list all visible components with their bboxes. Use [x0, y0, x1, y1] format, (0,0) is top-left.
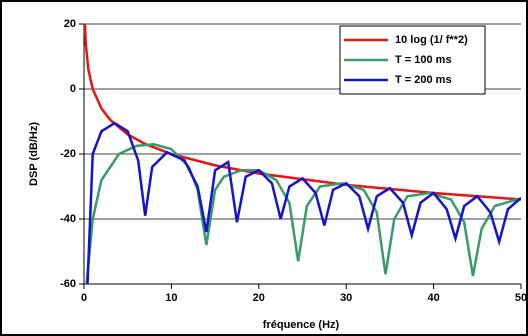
series-line — [84, 24, 521, 201]
series-line — [86, 121, 521, 284]
x-tick-label: 10 — [165, 292, 177, 304]
legend-label: T = 100 ms — [395, 54, 452, 66]
y-tick-label: -20 — [60, 148, 76, 160]
y-tick-label: -60 — [60, 278, 76, 290]
y-tick-label: -40 — [60, 213, 76, 225]
x-tick-label: 0 — [81, 292, 87, 304]
series-line — [85, 142, 521, 284]
y-axis-label: DSP (dB/Hz) — [28, 122, 40, 186]
x-axis-label: fréquence (Hz) — [263, 319, 340, 331]
x-tick-label: 20 — [253, 292, 265, 304]
x-tick-label: 30 — [340, 292, 352, 304]
legend-label: T = 200 ms — [395, 74, 452, 86]
y-tick-label: 0 — [70, 83, 76, 95]
x-tick-label: 50 — [515, 292, 527, 304]
x-tick-label: 40 — [427, 292, 439, 304]
legend-label: 10 log (1/ f**2) — [395, 34, 468, 46]
y-tick-label: 20 — [64, 18, 76, 30]
